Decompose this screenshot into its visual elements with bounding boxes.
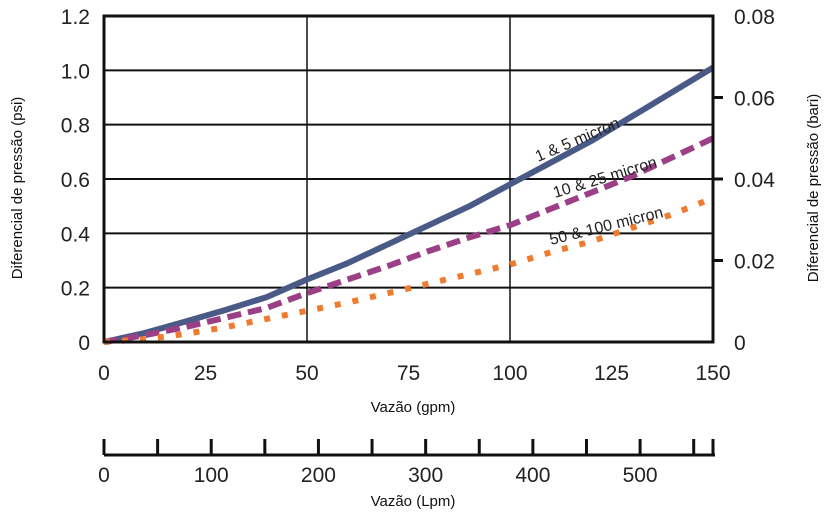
x-tick-label: 125 bbox=[594, 362, 629, 385]
y2-tick-label: 0.08 bbox=[734, 6, 775, 29]
x-tick-label: 75 bbox=[397, 362, 420, 385]
y-tick-label: 0.4 bbox=[61, 223, 91, 246]
series-label-0: 1 & 5 micron bbox=[533, 115, 622, 166]
series-label-2: 50 & 100 micron bbox=[548, 204, 665, 249]
series-label-1: 10 & 25 micron bbox=[551, 154, 659, 202]
x-tick-label: 50 bbox=[295, 362, 318, 385]
x-tick-label: 100 bbox=[492, 362, 527, 385]
lpm-tick-label: 200 bbox=[301, 464, 336, 487]
y2-tick-label: 0 bbox=[734, 332, 746, 355]
y2-tick-label: 0.06 bbox=[734, 88, 775, 111]
series-lines bbox=[103, 65, 715, 345]
lpm-tick-label: 400 bbox=[515, 464, 550, 487]
y2-axis-title: Diferencial de pressão (bari) bbox=[805, 94, 822, 282]
series-line-1 bbox=[103, 135, 715, 345]
secondary-y-tick-marks bbox=[713, 96, 723, 262]
x-tick-label: 150 bbox=[695, 362, 730, 385]
y2-tick-label: 0.02 bbox=[734, 251, 775, 274]
series-line-0 bbox=[103, 65, 715, 345]
lpm-tick-label: 500 bbox=[623, 464, 658, 487]
y2-tick-label: 0.04 bbox=[734, 169, 775, 192]
y-axis-title: Diferencial de pressão (psi) bbox=[9, 97, 26, 280]
y-tick-label: 0.6 bbox=[61, 169, 90, 192]
x2-axis-title: Vazão (Lpm) bbox=[371, 493, 456, 510]
lpm-axis: 0 100 200 300 400 500 bbox=[98, 439, 715, 487]
y-tick-label: 1.2 bbox=[61, 6, 90, 29]
y-tick-label: 0.8 bbox=[61, 115, 90, 138]
x-tick-label: 25 bbox=[194, 362, 217, 385]
y-tick-labels: 0 0.2 0.4 0.6 0.8 1.0 1.2 bbox=[61, 6, 91, 355]
series-line-2 bbox=[103, 195, 715, 345]
y-tick-label: 1.0 bbox=[61, 60, 90, 83]
y-tick-label: 0.2 bbox=[61, 278, 90, 301]
x-tick-label: 0 bbox=[98, 362, 110, 385]
y-tick-label: 0 bbox=[78, 332, 90, 355]
lpm-tick-label: 0 bbox=[98, 464, 110, 487]
x-axis-title: Vazão (gpm) bbox=[371, 399, 456, 416]
secondary-y-tick-labels: 0 0.02 0.04 0.06 0.08 bbox=[734, 6, 775, 355]
lpm-tick-label: 100 bbox=[194, 464, 229, 487]
x-tick-labels: 0 25 50 75 100 125 150 bbox=[98, 362, 730, 385]
lpm-tick-label: 300 bbox=[408, 464, 443, 487]
